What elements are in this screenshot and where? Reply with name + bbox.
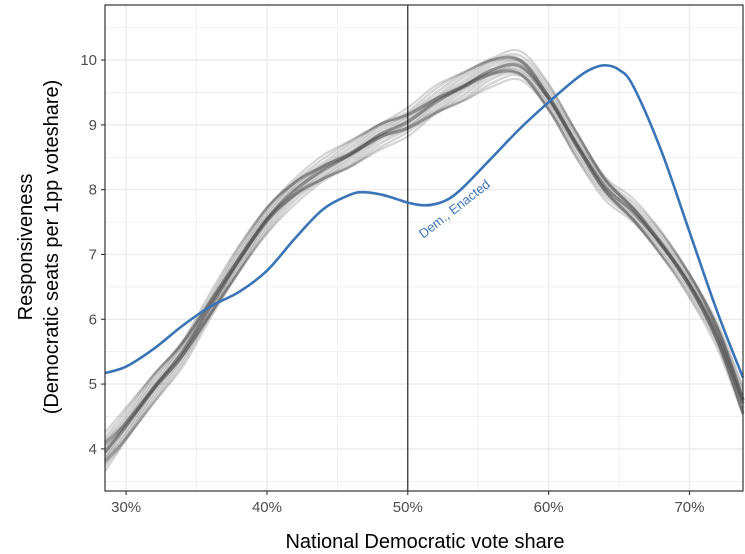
ensemble-curve xyxy=(103,59,745,450)
ensemble-curve xyxy=(104,77,745,473)
ensemble-curve xyxy=(103,65,745,458)
y-tick-label: 6 xyxy=(89,311,97,328)
y-tick-label: 8 xyxy=(89,182,97,199)
x-axis-title: National Democratic vote share xyxy=(285,531,564,553)
y-tick-label: 9 xyxy=(89,117,97,134)
ensemble-curve xyxy=(104,48,745,434)
x-tick-label: 70% xyxy=(674,499,704,516)
plot-panel: Dem., Enacted xyxy=(103,4,745,492)
ensemble-curve xyxy=(103,68,745,461)
y-axis-title-line-2: (Democratic seats per 1pp voteshare) xyxy=(41,80,63,415)
panel-background xyxy=(105,5,743,491)
enacted-line xyxy=(104,63,745,379)
y-tick-label: 7 xyxy=(89,246,97,263)
ensemble-curve xyxy=(103,56,745,446)
x-axis: 30% 40% 50% 60% 70% xyxy=(111,491,704,516)
y-axis-title: Responsiveness (Democratic seats per 1pp… xyxy=(15,80,63,415)
y-axis: 4 5 6 7 8 9 10 xyxy=(80,52,105,458)
ensemble-curve xyxy=(104,52,745,439)
panel-border xyxy=(104,4,744,492)
ensemble-curve xyxy=(103,70,745,465)
ensemble-curve xyxy=(103,55,745,445)
ensemble-curve xyxy=(103,55,745,442)
y-tick-label: 10 xyxy=(80,52,97,69)
ensemble-curve xyxy=(104,73,745,468)
x-tick-label: 40% xyxy=(252,499,282,516)
x-tick-label: 50% xyxy=(393,499,423,516)
ensemble-curve xyxy=(103,55,745,444)
y-tick-label: 5 xyxy=(89,376,97,393)
y-axis-title-line-1: Responsiveness xyxy=(15,174,37,321)
ensemble-curve xyxy=(103,69,745,463)
ensemble-curve xyxy=(103,69,745,463)
x-tick-label: 30% xyxy=(111,499,141,516)
ensemble-core-curve xyxy=(103,63,745,454)
x-tick-label: 60% xyxy=(534,499,564,516)
y-tick-label: 4 xyxy=(89,441,97,458)
grid xyxy=(105,5,743,491)
ensemble-band xyxy=(103,48,745,473)
